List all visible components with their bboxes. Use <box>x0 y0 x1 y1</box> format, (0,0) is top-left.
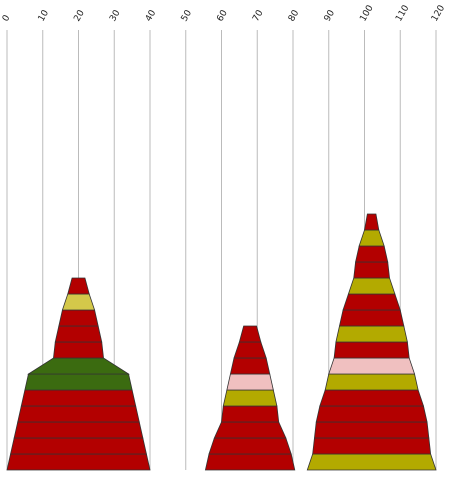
pyramid-layer <box>342 293 401 311</box>
x-tick-label: 120 <box>430 3 447 23</box>
pyramid-layer <box>20 389 137 407</box>
pyramid-layer <box>338 309 405 327</box>
x-tick-label: 0 <box>1 13 13 23</box>
pyramid-layer <box>58 309 99 327</box>
pyramid-layer <box>335 325 408 343</box>
pyramid-layer <box>10 437 147 455</box>
pyramid-layer <box>238 325 262 343</box>
pyramid-layer <box>319 389 425 407</box>
pyramid-layer <box>314 421 430 439</box>
pyramid <box>306 213 437 471</box>
pyramid-layer <box>226 373 274 391</box>
pyramid-layer <box>27 357 130 375</box>
pyramid-layer <box>333 341 410 359</box>
x-tick-label: 90 <box>323 8 338 23</box>
pyramid-layer <box>204 453 296 471</box>
x-tick-label: 70 <box>251 8 266 23</box>
x-tick-label: 40 <box>144 8 159 23</box>
pyramid-layer <box>355 245 389 263</box>
pyramid-layer <box>358 229 385 247</box>
pyramid-layer <box>6 453 151 471</box>
pyramid-layer <box>324 373 419 391</box>
pyramid-layer <box>229 357 271 375</box>
x-tick-label: 50 <box>180 8 195 23</box>
pyramid-layer <box>221 405 280 423</box>
x-tick-label: 80 <box>287 8 302 23</box>
pyramid-layer <box>61 293 96 311</box>
pyramid <box>6 277 151 471</box>
x-tick-label: 30 <box>108 8 123 23</box>
pyramid-layer <box>306 453 437 471</box>
pyramid-layer <box>67 277 90 295</box>
pyramid-layer <box>315 405 428 423</box>
pyramid-layer <box>13 421 144 439</box>
x-tick-label: 110 <box>394 3 411 23</box>
pyramid-layer <box>54 325 103 343</box>
pyramid-layer <box>24 373 133 391</box>
pyramid-layer <box>347 277 396 295</box>
pyramid-layer <box>353 261 390 279</box>
pyramid-layer <box>328 357 416 375</box>
pyramid-layer <box>364 213 380 231</box>
pyramid-layer <box>213 421 287 439</box>
x-tick-label: 100 <box>358 3 375 23</box>
pyramid-layer <box>222 389 278 407</box>
pyramid-layer <box>53 341 104 359</box>
x-tick-label: 20 <box>72 8 87 23</box>
pyramid-layer <box>17 405 140 423</box>
x-tick-label: 10 <box>37 8 52 23</box>
x-tick-label: 60 <box>215 8 230 23</box>
pyramid-layer <box>208 437 292 455</box>
pyramid <box>204 325 296 471</box>
pyramid-layer <box>233 341 267 359</box>
pyramid-layer <box>312 437 432 455</box>
